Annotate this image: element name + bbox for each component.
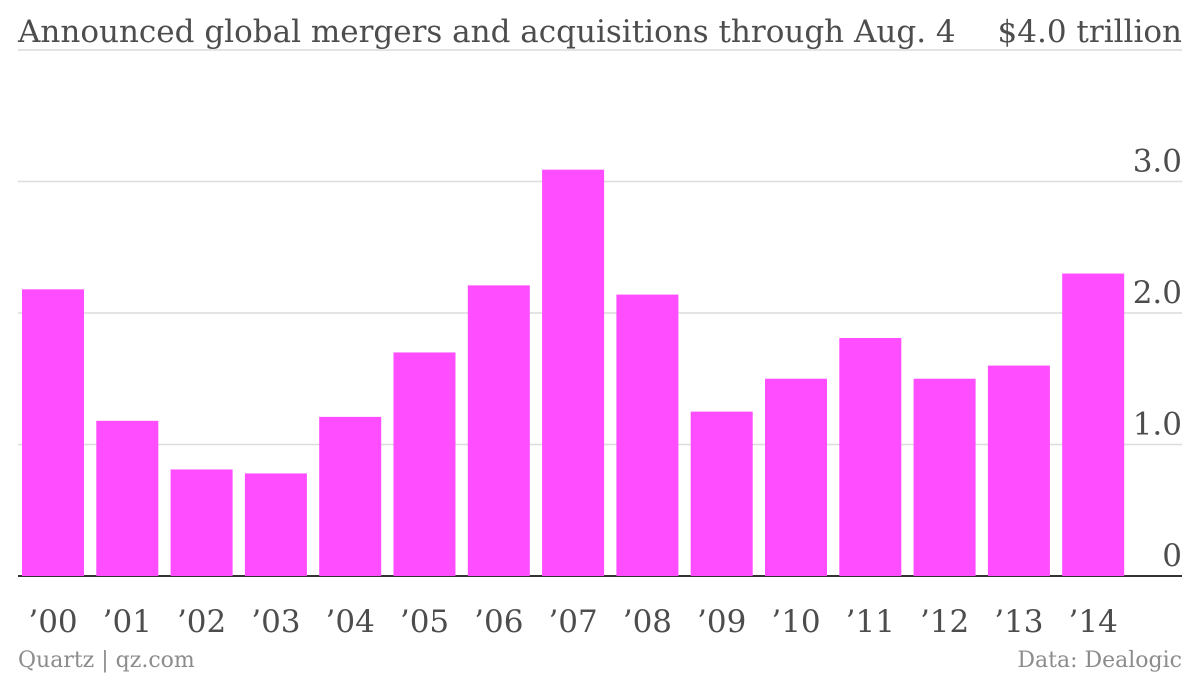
bar-6 [467,285,530,576]
x-tick-label: ’01 [103,604,152,640]
x-tick-label: ’06 [474,604,523,640]
bar-4 [319,416,382,576]
x-tick-label: ’04 [326,604,375,640]
bar-10 [765,378,827,576]
bar-5 [393,352,456,576]
bar-1 [96,420,159,576]
x-axis-tick-labels: ’00 ’01 ’02 ’03 ’04 ’05 ’06 ’07 ’08 ’09 ’10 ’11 ’12 ’… [28,604,1118,640]
y-tick-label: 1.0 [1133,407,1182,443]
y-axis-tick-labels: 3.0 2.0 1.0 0 $4.0 trillion [998,14,1182,574]
x-tick-label: ’10 [771,604,820,640]
source: Data: Dealogic [1017,648,1182,673]
credit: Quartz | qz.com [18,648,195,673]
y-tick-label: 2.0 [1133,275,1182,311]
y-axis-top-label: $4.0 trillion [998,14,1182,50]
bar-13 [987,365,1050,576]
chart-title: Announced global mergers and acquisition… [17,14,956,50]
bar-12 [913,378,976,576]
x-tick-label: ’13 [994,604,1043,640]
bars [22,169,1125,577]
x-tick-label: ’02 [177,604,226,640]
x-tick-label: ’11 [846,604,895,640]
x-tick-label: ’03 [251,604,300,640]
x-tick-label: ’08 [623,604,672,640]
x-tick-label: ’09 [697,604,746,640]
x-tick-label: ’07 [548,604,597,640]
bar-9 [690,411,753,576]
bar-2 [170,469,233,576]
bar-11 [839,337,902,576]
bar-8 [616,294,679,576]
x-tick-label: ’00 [28,604,77,640]
x-tick-label: ’12 [920,604,969,640]
bar-0 [22,289,84,576]
bar-7 [542,169,605,577]
x-tick-label: ’14 [1069,604,1118,640]
y-tick-label: 0 [1162,538,1182,574]
bar-14 [1062,273,1125,576]
x-tick-label: ’05 [400,604,449,640]
y-tick-label: 3.0 [1133,144,1182,180]
bar-3 [244,473,307,576]
